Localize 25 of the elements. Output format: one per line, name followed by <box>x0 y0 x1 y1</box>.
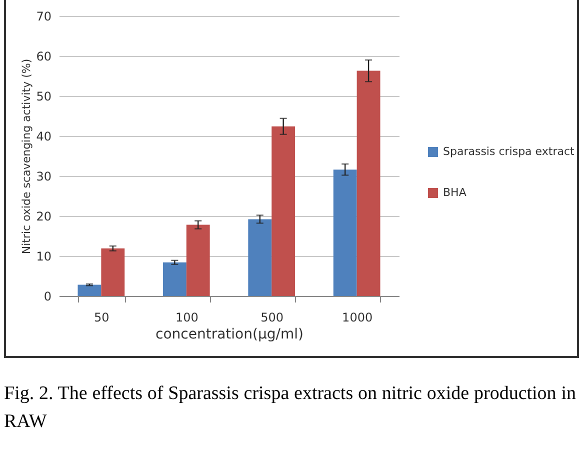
bar <box>333 170 357 296</box>
y-tick-label: 0 <box>44 290 52 304</box>
y-tick-label: 50 <box>36 90 52 104</box>
y-tick-label: 10 <box>36 250 52 264</box>
bar <box>356 70 380 296</box>
bar <box>78 284 102 296</box>
y-tick-label: 30 <box>36 170 52 184</box>
y-tick-label: 20 <box>36 210 52 224</box>
y-tick-label: 60 <box>36 50 52 64</box>
legend-label: Sparassis crispa extract <box>443 145 575 158</box>
x-axis-title: concentration(μg/ml) <box>156 326 304 342</box>
bar <box>272 126 296 296</box>
bar <box>101 248 125 296</box>
x-tick-label: 100 <box>175 310 198 324</box>
x-tick-label: 50 <box>94 310 110 324</box>
x-tick-label: 1000 <box>342 310 373 324</box>
bar <box>162 262 186 296</box>
y-tick-label: 70 <box>36 10 52 24</box>
y-tick-label: 40 <box>36 130 52 144</box>
bar <box>186 224 210 296</box>
y-axis-title: Nitric oxide scavenging activity (%) <box>20 58 34 254</box>
caption: Fig. 2. The effects of Sparassis crispa extracts on nitric oxide production in RAW <box>4 382 576 434</box>
x-tick-label: 500 <box>260 310 284 324</box>
bar <box>248 219 272 296</box>
legend-label: BHA <box>443 186 467 199</box>
